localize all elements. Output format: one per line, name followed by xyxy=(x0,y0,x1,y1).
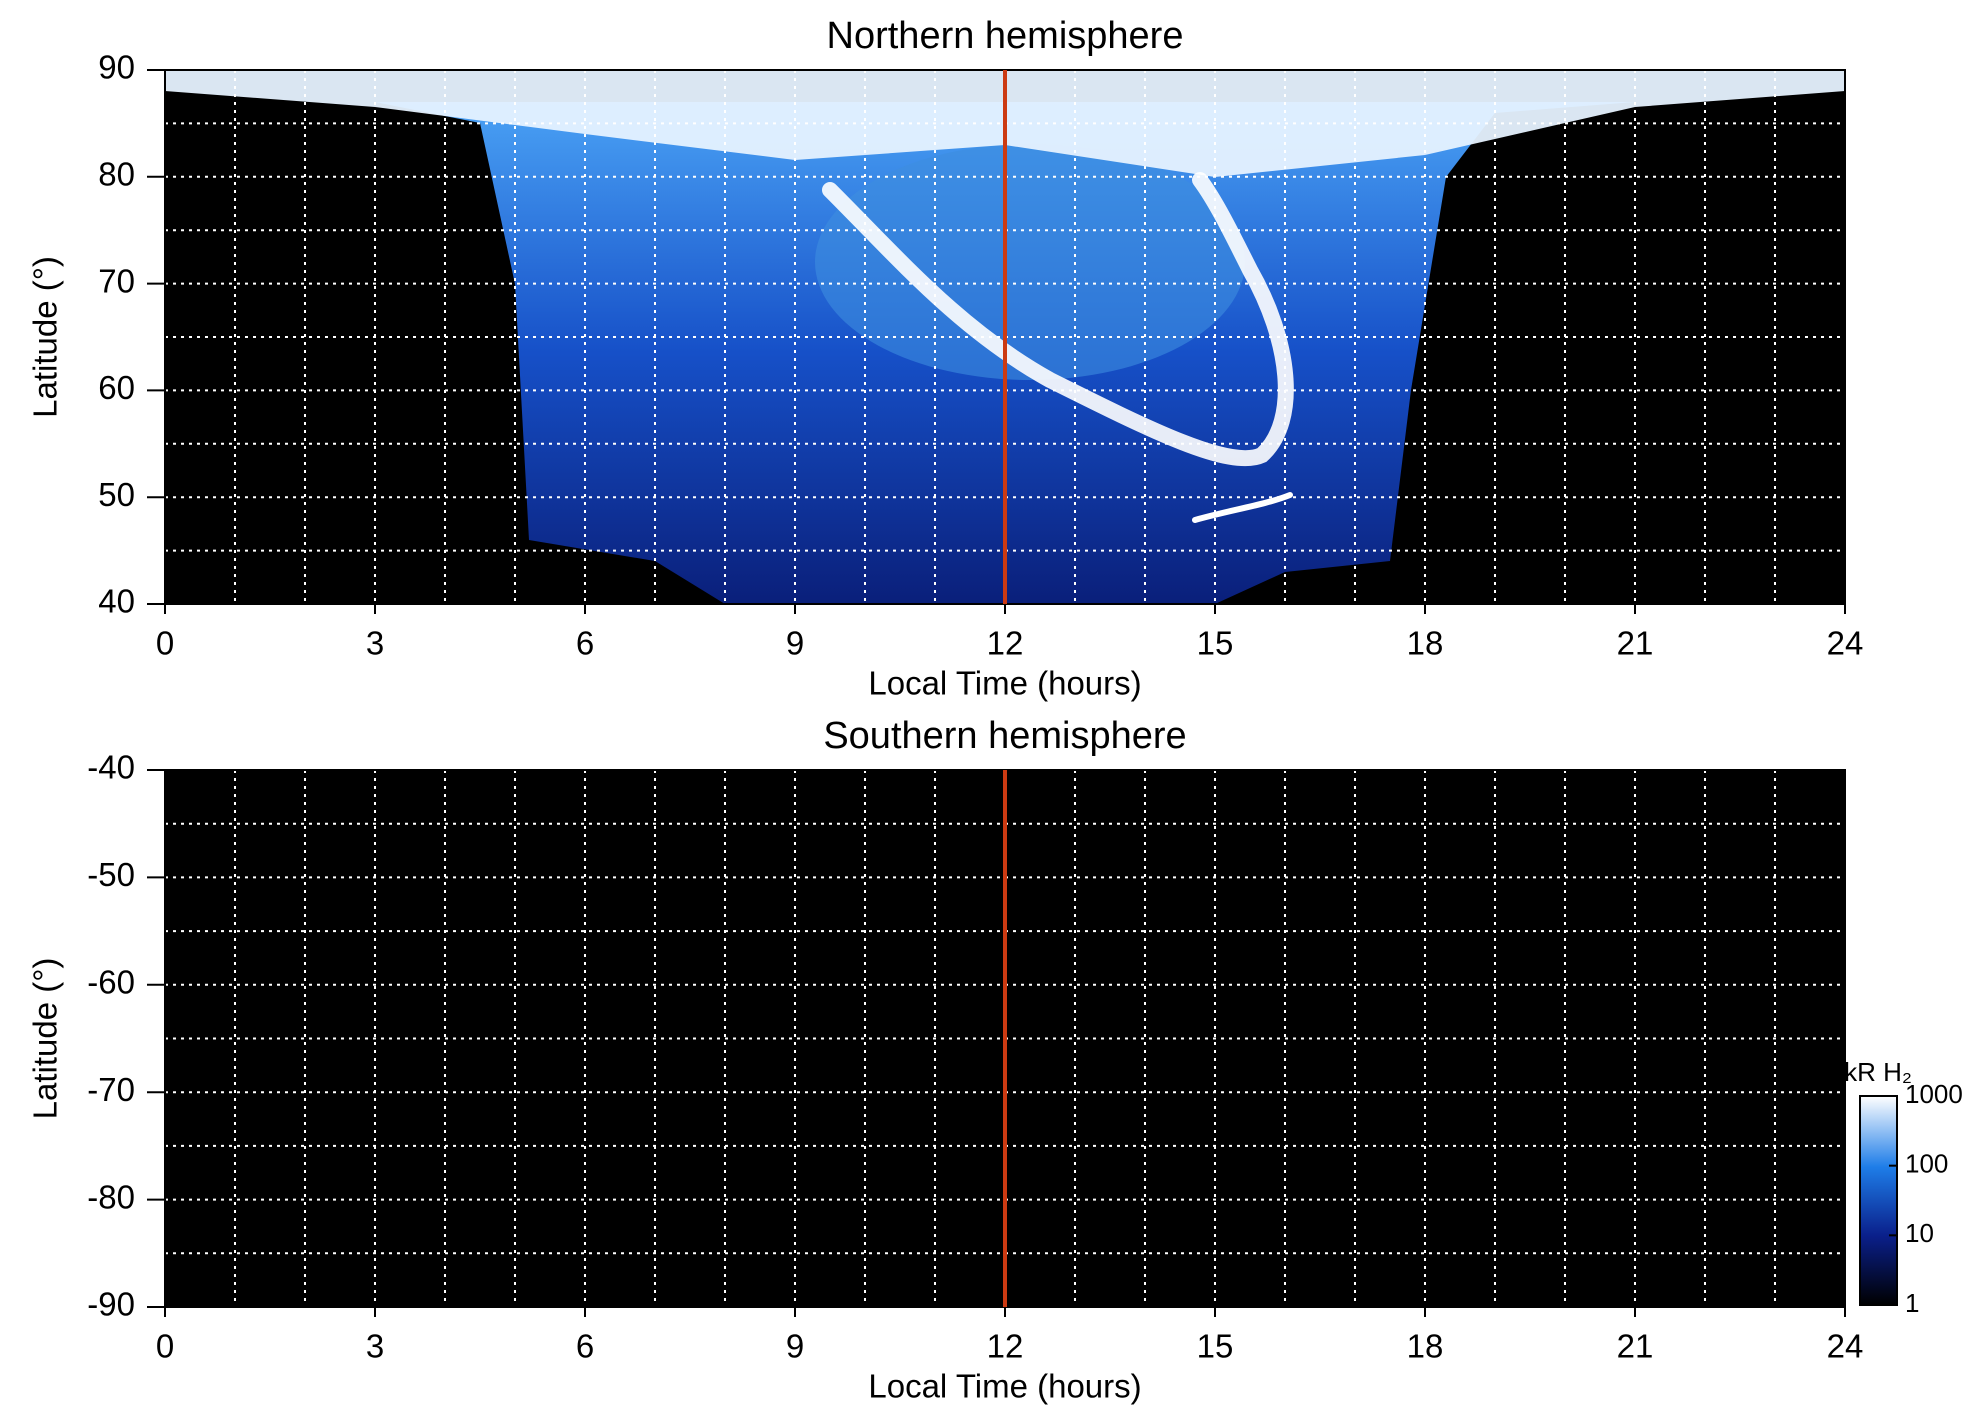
y-tick-label: 50 xyxy=(98,476,135,513)
y-tick-label: 80 xyxy=(98,156,135,193)
x-tick-label: 18 xyxy=(1407,1328,1444,1365)
x-tick-label: 24 xyxy=(1827,625,1864,662)
x-tick-label: 0 xyxy=(156,1328,174,1365)
chart-title: Northern hemisphere xyxy=(827,15,1184,57)
y-tick-label: -90 xyxy=(87,1286,135,1323)
colorbar-tick-label: 100 xyxy=(1905,1149,1948,1179)
x-tick-label: 24 xyxy=(1827,1328,1864,1365)
y-tick-label: -80 xyxy=(87,1178,135,1215)
x-tick-label: 12 xyxy=(987,625,1024,662)
y-tick-label: 70 xyxy=(98,262,135,299)
emission-arc xyxy=(1192,492,1293,523)
y-tick-label: -40 xyxy=(87,749,135,786)
x-tick-label: 21 xyxy=(1617,625,1654,662)
y-tick-label: -50 xyxy=(87,856,135,893)
x-tick-label: 12 xyxy=(987,1328,1024,1365)
emission-oval xyxy=(815,144,1245,380)
colorbar-tick-label: 10 xyxy=(1905,1218,1934,1248)
x-tick-label: 15 xyxy=(1197,625,1234,662)
y-tick-label: 90 xyxy=(98,49,135,86)
y-tick-label: -70 xyxy=(87,1071,135,1108)
x-tick-label: 9 xyxy=(786,625,804,662)
x-tick-label: 6 xyxy=(576,1328,594,1365)
colorbar xyxy=(1859,1095,1898,1306)
colorbar-tick-label: 1 xyxy=(1905,1288,1919,1318)
x-tick-label: 6 xyxy=(576,625,594,662)
y-tick-label: -60 xyxy=(87,964,135,1001)
y-axis-label: Latitude (°) xyxy=(27,958,64,1120)
x-tick-label: 9 xyxy=(786,1328,804,1365)
colorbar-tick-label: 1000 xyxy=(1905,1079,1963,1109)
colorbar-label: kR H₂ xyxy=(1844,1057,1912,1087)
x-tick-label: 3 xyxy=(366,625,384,662)
x-axis-label: Local Time (hours) xyxy=(868,665,1141,702)
x-tick-label: 18 xyxy=(1407,625,1444,662)
chart-title: Southern hemisphere xyxy=(823,715,1186,757)
y-tick-label: 60 xyxy=(98,369,135,406)
y-tick-label: 40 xyxy=(98,583,135,620)
x-tick-label: 21 xyxy=(1617,1328,1654,1365)
x-tick-label: 0 xyxy=(156,625,174,662)
emission-arc xyxy=(822,172,1294,467)
y-axis-label: Latitude (°) xyxy=(27,256,64,418)
x-axis-label: Local Time (hours) xyxy=(868,1368,1141,1405)
x-tick-label: 3 xyxy=(366,1328,384,1365)
x-tick-label: 15 xyxy=(1197,1328,1234,1365)
